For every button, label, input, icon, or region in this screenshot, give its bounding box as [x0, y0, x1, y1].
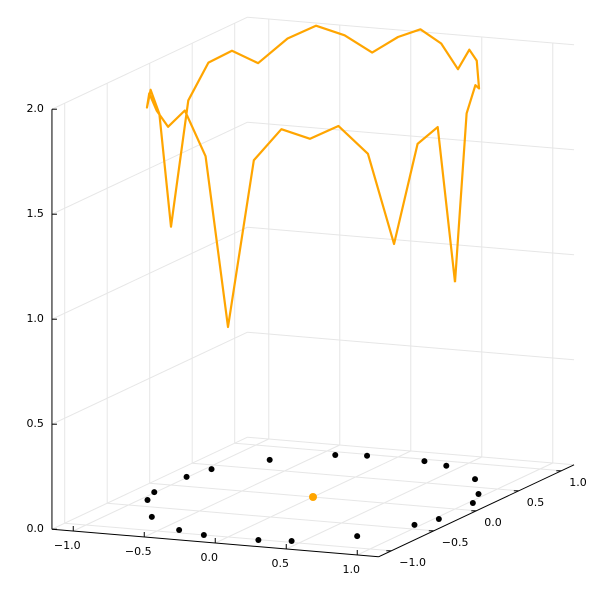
point: [309, 493, 317, 501]
point: [332, 452, 339, 458]
point: [176, 527, 183, 534]
x-tick-label: 0.5: [272, 557, 290, 570]
x-tick-label: 1.0: [343, 563, 361, 576]
y-tick-label: 0.5: [527, 496, 545, 509]
y-tick-label: −1.0: [399, 556, 426, 569]
y-tick-label: 1.0: [569, 476, 587, 489]
z-tick-label: 0.5: [26, 417, 44, 430]
z-tick-label: 0.0: [26, 522, 44, 535]
grid-line: [51, 121, 248, 215]
x-tick-label: −0.5: [125, 545, 152, 558]
curve: [145, 24, 481, 329]
point: [354, 533, 361, 540]
point: [475, 491, 482, 497]
point: [472, 476, 479, 483]
grid-line: [247, 16, 575, 46]
grid-line: [51, 331, 248, 425]
grid-line: [107, 502, 434, 532]
z-tick-label: 2.0: [26, 102, 44, 115]
point: [208, 466, 215, 473]
grid-line: [192, 462, 519, 492]
grid-line: [247, 226, 575, 256]
grid-line: [51, 16, 248, 110]
y-tick-label: 0.0: [484, 516, 502, 529]
grid-line: [51, 436, 248, 530]
point: [144, 497, 151, 503]
point: [288, 537, 295, 544]
point: [364, 452, 371, 459]
point: [435, 515, 442, 522]
point: [443, 462, 450, 469]
grid-line: [247, 436, 575, 466]
z-tick-label: 1.0: [26, 312, 44, 325]
point: [411, 521, 418, 528]
x-tick-label: 0.0: [201, 551, 219, 564]
grid-line: [247, 331, 575, 361]
x-tick-label: −1.0: [54, 539, 81, 552]
grid-line: [64, 522, 392, 552]
point: [469, 499, 476, 506]
y-tick-label: −0.5: [442, 536, 469, 549]
point: [151, 489, 158, 496]
grid-line: [247, 121, 575, 151]
point: [200, 531, 207, 538]
point: [255, 537, 262, 544]
point: [148, 513, 155, 520]
point: [183, 473, 190, 480]
point: [266, 456, 273, 463]
grid-line: [51, 226, 248, 320]
z-tick-label: 1.5: [26, 207, 44, 220]
point: [421, 458, 428, 465]
grid-line: [234, 442, 562, 472]
